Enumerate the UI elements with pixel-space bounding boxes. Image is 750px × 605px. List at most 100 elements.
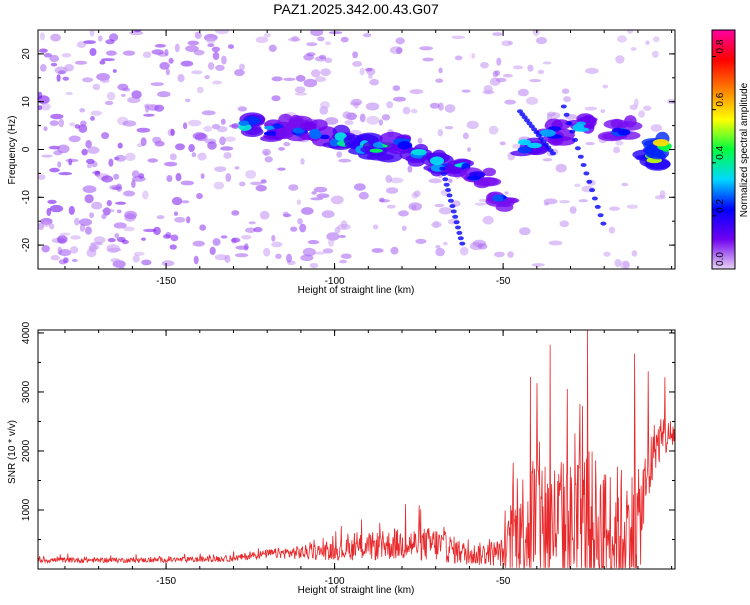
spectrogram-streak-blob bbox=[560, 104, 567, 109]
spectrogram-noise-blob bbox=[122, 120, 137, 127]
spectrogram-noise-blob bbox=[613, 146, 621, 154]
spectrogram-noise-blob bbox=[408, 202, 423, 211]
spectrogram-noise-blob bbox=[38, 105, 43, 111]
spectrogram-noise-blob bbox=[131, 90, 142, 99]
spectrogram-noise-blob bbox=[62, 76, 69, 81]
spectrogram-noise-blob bbox=[214, 166, 227, 173]
spectrogram-noise-blob bbox=[398, 210, 409, 217]
snr-y-axis-label: SNR (10 * v/v) bbox=[7, 420, 18, 484]
spectrogram-noise-blob bbox=[131, 179, 136, 189]
spectrogram-noise-blob bbox=[253, 226, 263, 233]
spectrogram-noise-blob bbox=[234, 166, 240, 170]
spectrogram-noise-blob bbox=[122, 50, 136, 56]
spectrogram-noise-blob bbox=[181, 200, 190, 204]
spectrogram-noise-blob bbox=[652, 50, 659, 58]
spectrogram-ridge-core bbox=[652, 139, 670, 147]
snr-frame bbox=[37, 329, 676, 570]
spectrogram-noise-blob bbox=[124, 210, 137, 220]
spectrogram-noise-blob bbox=[81, 148, 88, 156]
spectrogram-noise-blob bbox=[563, 96, 571, 103]
spectrogram-streak-blob bbox=[443, 182, 450, 187]
spectrogram-noise-blob bbox=[120, 93, 126, 97]
spectrogram-noise-blob bbox=[124, 152, 136, 161]
spectrogram-noise-blob bbox=[186, 216, 191, 224]
spectrogram-noise-blob bbox=[444, 126, 454, 130]
spectrogram-noise-blob bbox=[157, 91, 171, 98]
spectrogram-noise-blob bbox=[263, 247, 271, 257]
spectrogram-noise-blob bbox=[105, 39, 115, 45]
spectrogram-noise-blob bbox=[142, 51, 152, 59]
spectrogram-noise-blob bbox=[277, 167, 286, 171]
spectrogram-noise-blob bbox=[41, 245, 50, 253]
spectrogram-noise-blob bbox=[359, 67, 365, 76]
spectrogram-streak-blob bbox=[547, 148, 554, 153]
spectrogram-noise-blob bbox=[378, 197, 385, 203]
spectrogram-noise-blob bbox=[78, 124, 88, 133]
spectrogram-noise-blob bbox=[295, 75, 306, 82]
colorbar-tick-label: 0.6 bbox=[715, 92, 726, 106]
spectrogram-noise-blob bbox=[386, 204, 396, 209]
spectrogram-noise-blob bbox=[615, 55, 625, 64]
spectrogram-noise-blob bbox=[339, 259, 347, 264]
spectrogram-streak-blob bbox=[600, 221, 607, 226]
spectrogram-noise-blob bbox=[39, 32, 46, 41]
spectrogram-noise-blob bbox=[535, 37, 548, 45]
spectrogram-noise-blob bbox=[196, 86, 204, 94]
spectrogram-noise-blob bbox=[224, 136, 236, 142]
spectrogram-noise-blob bbox=[349, 101, 362, 106]
spectrogram-y-tick-label: -20 bbox=[21, 237, 32, 252]
spectrogram-noise-blob bbox=[471, 53, 476, 59]
spectrogram-noise-blob bbox=[174, 216, 186, 223]
spectrogram-noise-blob bbox=[106, 200, 112, 207]
spectrogram-noise-blob bbox=[239, 63, 245, 70]
spectrogram-noise-blob bbox=[204, 75, 210, 80]
spectrogram-streak-blob bbox=[439, 166, 446, 171]
spectrogram-noise-blob bbox=[268, 44, 277, 52]
spectrogram-noise-blob bbox=[239, 181, 246, 187]
spectrogram-noise-blob bbox=[255, 36, 269, 44]
spectrogram-streak-blob bbox=[566, 121, 573, 126]
spectrogram-streak-blob bbox=[453, 220, 460, 225]
spectrogram-noise-blob bbox=[297, 218, 303, 225]
spectrogram-noise-blob bbox=[320, 101, 330, 109]
spectrogram-noise-blob bbox=[113, 222, 127, 229]
spectrogram-noise-blob bbox=[109, 33, 119, 42]
spectrogram-noise-blob bbox=[631, 250, 638, 257]
spectrogram-noise-blob bbox=[437, 129, 444, 137]
spectrogram-x-axis-label: Height of straight line (km) bbox=[298, 285, 415, 296]
spectrogram-noise-blob bbox=[328, 31, 343, 35]
spectrogram-noise-blob bbox=[99, 60, 106, 65]
spectrogram-noise-blob bbox=[100, 77, 110, 84]
spectrogram-noise-blob bbox=[366, 115, 380, 125]
spectrogram-noise-blob bbox=[162, 234, 171, 239]
spectrogram-streak-blob bbox=[447, 198, 454, 203]
spectrogram-noise-blob bbox=[49, 54, 60, 63]
spectrogram-noise-blob bbox=[385, 174, 393, 183]
spectrogram-ridge-core bbox=[238, 120, 249, 126]
spectrogram-noise-blob bbox=[444, 104, 456, 113]
spectrogram-noise-blob bbox=[90, 116, 95, 121]
spectrogram-noise-blob bbox=[115, 201, 127, 205]
spectrogram-noise-blob bbox=[79, 108, 86, 113]
spectrogram-noise-blob bbox=[185, 98, 191, 103]
spectrogram-streak-blob bbox=[540, 139, 547, 144]
spectrogram-noise-blob bbox=[119, 266, 125, 269]
spectrogram-streak-blob bbox=[542, 142, 549, 147]
spectrogram-noise-blob bbox=[231, 210, 240, 216]
spectrogram-noise-blob bbox=[415, 238, 427, 244]
spectrogram-noise-blob bbox=[650, 124, 662, 132]
spectrogram-noise-blob bbox=[188, 119, 202, 127]
spectrogram-noise-blob bbox=[477, 243, 488, 250]
spectrogram-noise-blob bbox=[584, 106, 598, 111]
spectrogram-ridge-core bbox=[429, 156, 445, 166]
colorbar-tick-label: 0.0 bbox=[715, 252, 726, 266]
spectrogram-noise-blob bbox=[56, 74, 61, 82]
spectrogram-noise-blob bbox=[101, 208, 115, 213]
spectrogram-x-tick-label: -150 bbox=[156, 276, 176, 287]
spectrogram-noise-blob bbox=[101, 175, 114, 183]
spectrogram-noise-blob bbox=[428, 178, 442, 184]
spectrogram-noise-blob bbox=[43, 126, 48, 132]
spectrogram-noise-blob bbox=[174, 43, 180, 53]
spectrogram-noise-blob bbox=[300, 158, 305, 165]
spectrogram-noise-blob bbox=[324, 117, 339, 125]
